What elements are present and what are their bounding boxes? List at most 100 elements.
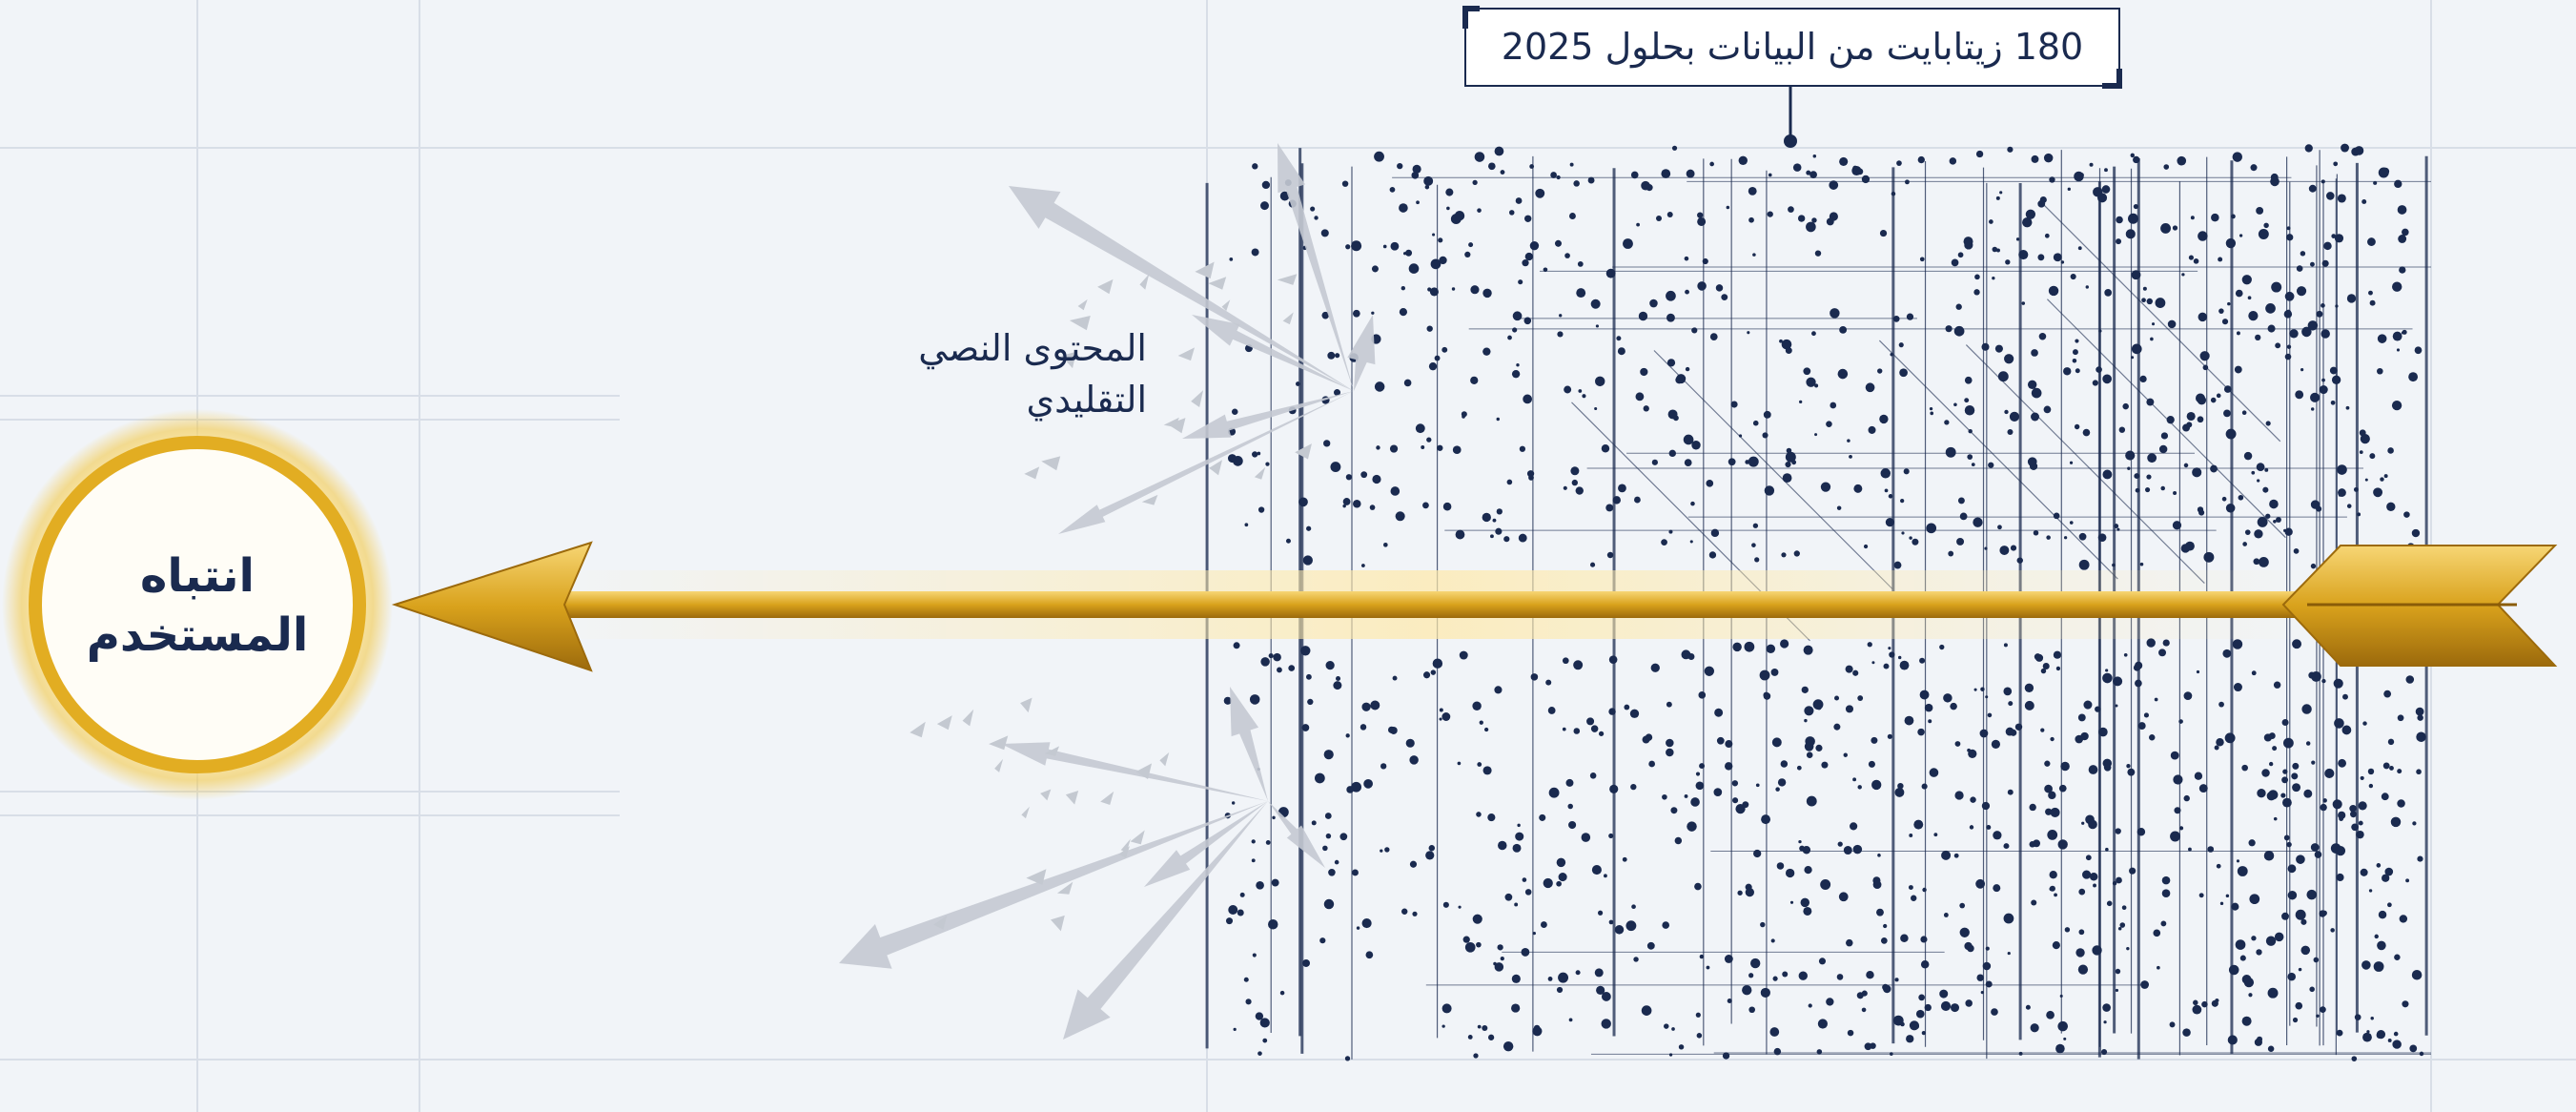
data-dot [2115,704,2117,707]
data-dot [2078,929,2084,935]
data-dot [1482,289,1491,298]
data-dot [2041,669,2046,673]
data-dot [1993,884,2000,892]
data-dot [1857,695,1863,701]
data-dot [1662,794,1667,800]
data-dot [1862,1008,1867,1013]
data-dot [1226,917,1233,924]
data-dot [2409,1045,2417,1053]
data-dot [1922,888,1926,892]
data-dot [2295,1002,2302,1010]
shard [1021,807,1030,818]
data-dot [2384,868,2393,876]
data-dot [1807,796,1817,807]
data-dot [1319,937,1325,943]
data-dot [1813,154,1816,157]
data-dot [1986,825,1991,830]
data-dot [1900,499,1904,503]
data-dot [1920,936,1927,942]
data-dot [1862,175,1870,183]
data-dot [1728,458,1736,465]
data-dot [1269,653,1274,658]
data-dot [2147,453,2157,463]
data-dot [1943,693,1952,703]
data-dot [1563,657,1569,664]
data-dot [1563,728,1566,731]
data-dot [2057,1021,2068,1032]
data-dot [2392,282,2402,292]
data-dot [1272,816,1275,819]
data-dot [1991,1008,1998,1016]
data-dot [2044,406,2052,414]
data-dot [2122,905,2127,910]
data-dot [2252,670,2257,675]
data-dot [2415,346,2423,354]
data-dot [2139,376,2146,382]
data-dot [2144,712,2149,717]
shard [1051,916,1065,931]
data-dot [1780,639,1789,648]
data-dot [1383,543,1388,547]
data-dot [2257,463,2265,471]
data-dot [2026,1005,2031,1010]
data-dot [2394,955,2400,960]
data-dot [2090,163,2094,167]
data-dot [2216,738,2223,746]
data-dot [1687,821,1697,832]
data-dot [1849,455,1852,459]
data-dot [2383,762,2390,769]
data-dot [2286,842,2291,847]
data-dot [1721,294,1728,300]
data-dot [2145,487,2150,492]
data-dot [2272,746,2277,751]
data-dot [2299,968,2302,972]
data-dot [1272,879,1279,887]
data-dot [2199,893,2204,897]
data-dot [1525,889,1532,896]
data-dot [1952,259,1959,267]
data-dot [1273,653,1281,662]
data-dot [1999,191,2002,194]
data-dot [2118,927,2122,931]
data-dot [1819,958,1826,964]
data-dot [1445,189,1453,196]
data-dot [2222,649,2231,658]
data-dot [2131,356,2134,359]
data-dot [2258,517,2268,527]
data-dot [1521,948,1529,957]
data-dot [1565,779,1573,787]
data-dot [1335,860,1339,865]
data-dot [1512,327,1517,332]
data-dot [1773,977,1778,981]
data-dot [1833,724,1840,731]
data-dot [2037,200,2045,208]
data-dot [1771,669,1779,676]
data-dot [1468,242,1473,247]
data-dot [1258,506,1264,512]
data-dot [1982,802,1990,810]
data-dot [2292,763,2299,770]
data-dot [1881,937,1888,944]
data-dot [2369,889,2372,892]
data-dot [2392,401,2402,410]
data-dot [1900,661,1910,670]
data-dot [1473,915,1482,924]
data-dot [2308,320,2319,331]
data-dot [1995,345,2003,353]
data-dot [2331,401,2336,405]
data-dot [2075,368,2080,373]
data-dot [1541,921,1547,928]
data-dot [1631,904,1636,909]
data-dot [1941,851,1951,860]
data-dot [2417,855,2423,861]
data-dot [1383,245,1387,249]
data-dot [1817,1049,1823,1055]
data-dot [1422,502,1429,508]
data-dot [1416,423,1425,433]
data-dot [1576,288,1585,298]
data-dot [1988,463,1993,468]
data-dot [1918,156,1925,163]
data-dot [1691,327,1697,333]
data-dot [2093,380,2098,385]
data-dot [2034,653,2041,660]
